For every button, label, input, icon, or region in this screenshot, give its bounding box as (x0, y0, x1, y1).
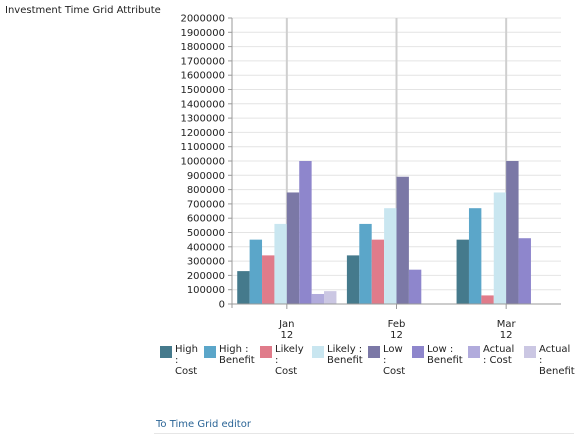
legend-label: Actual : Cost (483, 344, 515, 366)
bar[interactable] (518, 238, 531, 304)
y-tick-label: 1000000 (180, 157, 225, 168)
bar[interactable] (408, 269, 422, 304)
legend-swatch (160, 346, 172, 358)
bar[interactable] (456, 239, 469, 304)
y-tick-label: 700000 (187, 199, 225, 210)
legend-label: Likely : Benefit (327, 344, 363, 366)
y-tick-label: 300000 (187, 257, 225, 268)
legend-label: High : Cost (175, 344, 198, 377)
chart-axes (228, 17, 561, 309)
y-tick-label: 1800000 (180, 42, 225, 53)
chart-bars (237, 161, 531, 304)
legend-swatch (368, 346, 380, 358)
y-tick-label: 800000 (187, 185, 225, 196)
x-tick-label-year: 12 (500, 330, 513, 340)
legend-swatch (312, 346, 324, 358)
bar[interactable] (249, 239, 263, 304)
y-tick-label: 2000000 (180, 14, 225, 25)
legend-swatch (260, 346, 272, 358)
bar[interactable] (481, 295, 494, 304)
bar[interactable] (237, 271, 250, 304)
bar[interactable] (262, 255, 275, 304)
legend-label: Actual : Benefit (539, 344, 575, 377)
y-tick-label: 1500000 (180, 85, 225, 96)
legend-label: High : Benefit (219, 344, 255, 366)
y-tick-label: 600000 (187, 214, 225, 225)
x-tick-label: Feb (388, 319, 406, 330)
y-tick-label: 1700000 (180, 56, 225, 67)
legend-swatch (412, 346, 424, 358)
bar[interactable] (506, 161, 519, 304)
legend-swatch (524, 346, 536, 358)
legend-swatch (204, 346, 216, 358)
bar-chart: 0 100000 200000 300000 400000 500000 600000 700… (180, 14, 561, 341)
y-tick-label: 1100000 (180, 142, 225, 153)
y-tick-label: 1900000 (180, 28, 225, 39)
bar[interactable] (346, 255, 360, 304)
y-tick-label: 1400000 (180, 99, 225, 110)
page-title: Investment Time Grid Attribute (5, 5, 161, 16)
legend-swatch (468, 346, 480, 358)
y-tick-label: 1600000 (180, 71, 225, 82)
bar[interactable] (396, 176, 409, 304)
legend-label: Likely : Cost (275, 344, 304, 377)
chart-legend: High : Cost High : Benefit Likely : Cost Li… (160, 344, 580, 384)
bar[interactable] (274, 223, 287, 304)
y-tick-label: 400000 (187, 242, 225, 253)
y-tick-label: 0 (219, 300, 225, 311)
bar[interactable] (311, 293, 325, 304)
x-tick-label-year: 12 (390, 330, 403, 340)
y-tick-label: 200000 (187, 271, 225, 282)
chart-tick-labels: 0 100000 200000 300000 400000 500000 600000 700… (180, 14, 516, 341)
y-tick-label: 900000 (187, 171, 225, 182)
x-tick-label: Jan (278, 319, 294, 330)
y-tick-label: 100000 (187, 285, 225, 296)
y-tick-label: 1300000 (180, 114, 225, 125)
x-tick-label-year: 12 (280, 330, 293, 340)
y-tick-label: 1200000 (180, 128, 225, 139)
bar[interactable] (324, 291, 337, 304)
time-grid-editor-link[interactable]: To Time Grid editor (156, 419, 251, 430)
bar[interactable] (468, 208, 482, 304)
y-tick-label: 500000 (187, 228, 225, 239)
x-tick-label: Mar (497, 319, 517, 330)
bar[interactable] (299, 161, 312, 304)
legend-label: Low : Benefit (427, 344, 463, 366)
bar[interactable] (493, 192, 507, 304)
bar[interactable] (371, 239, 385, 304)
bar[interactable] (286, 192, 300, 304)
footer-divider (154, 433, 574, 434)
legend-label: Low : Cost (383, 344, 406, 377)
bar[interactable] (359, 223, 372, 304)
bar[interactable] (384, 208, 397, 304)
